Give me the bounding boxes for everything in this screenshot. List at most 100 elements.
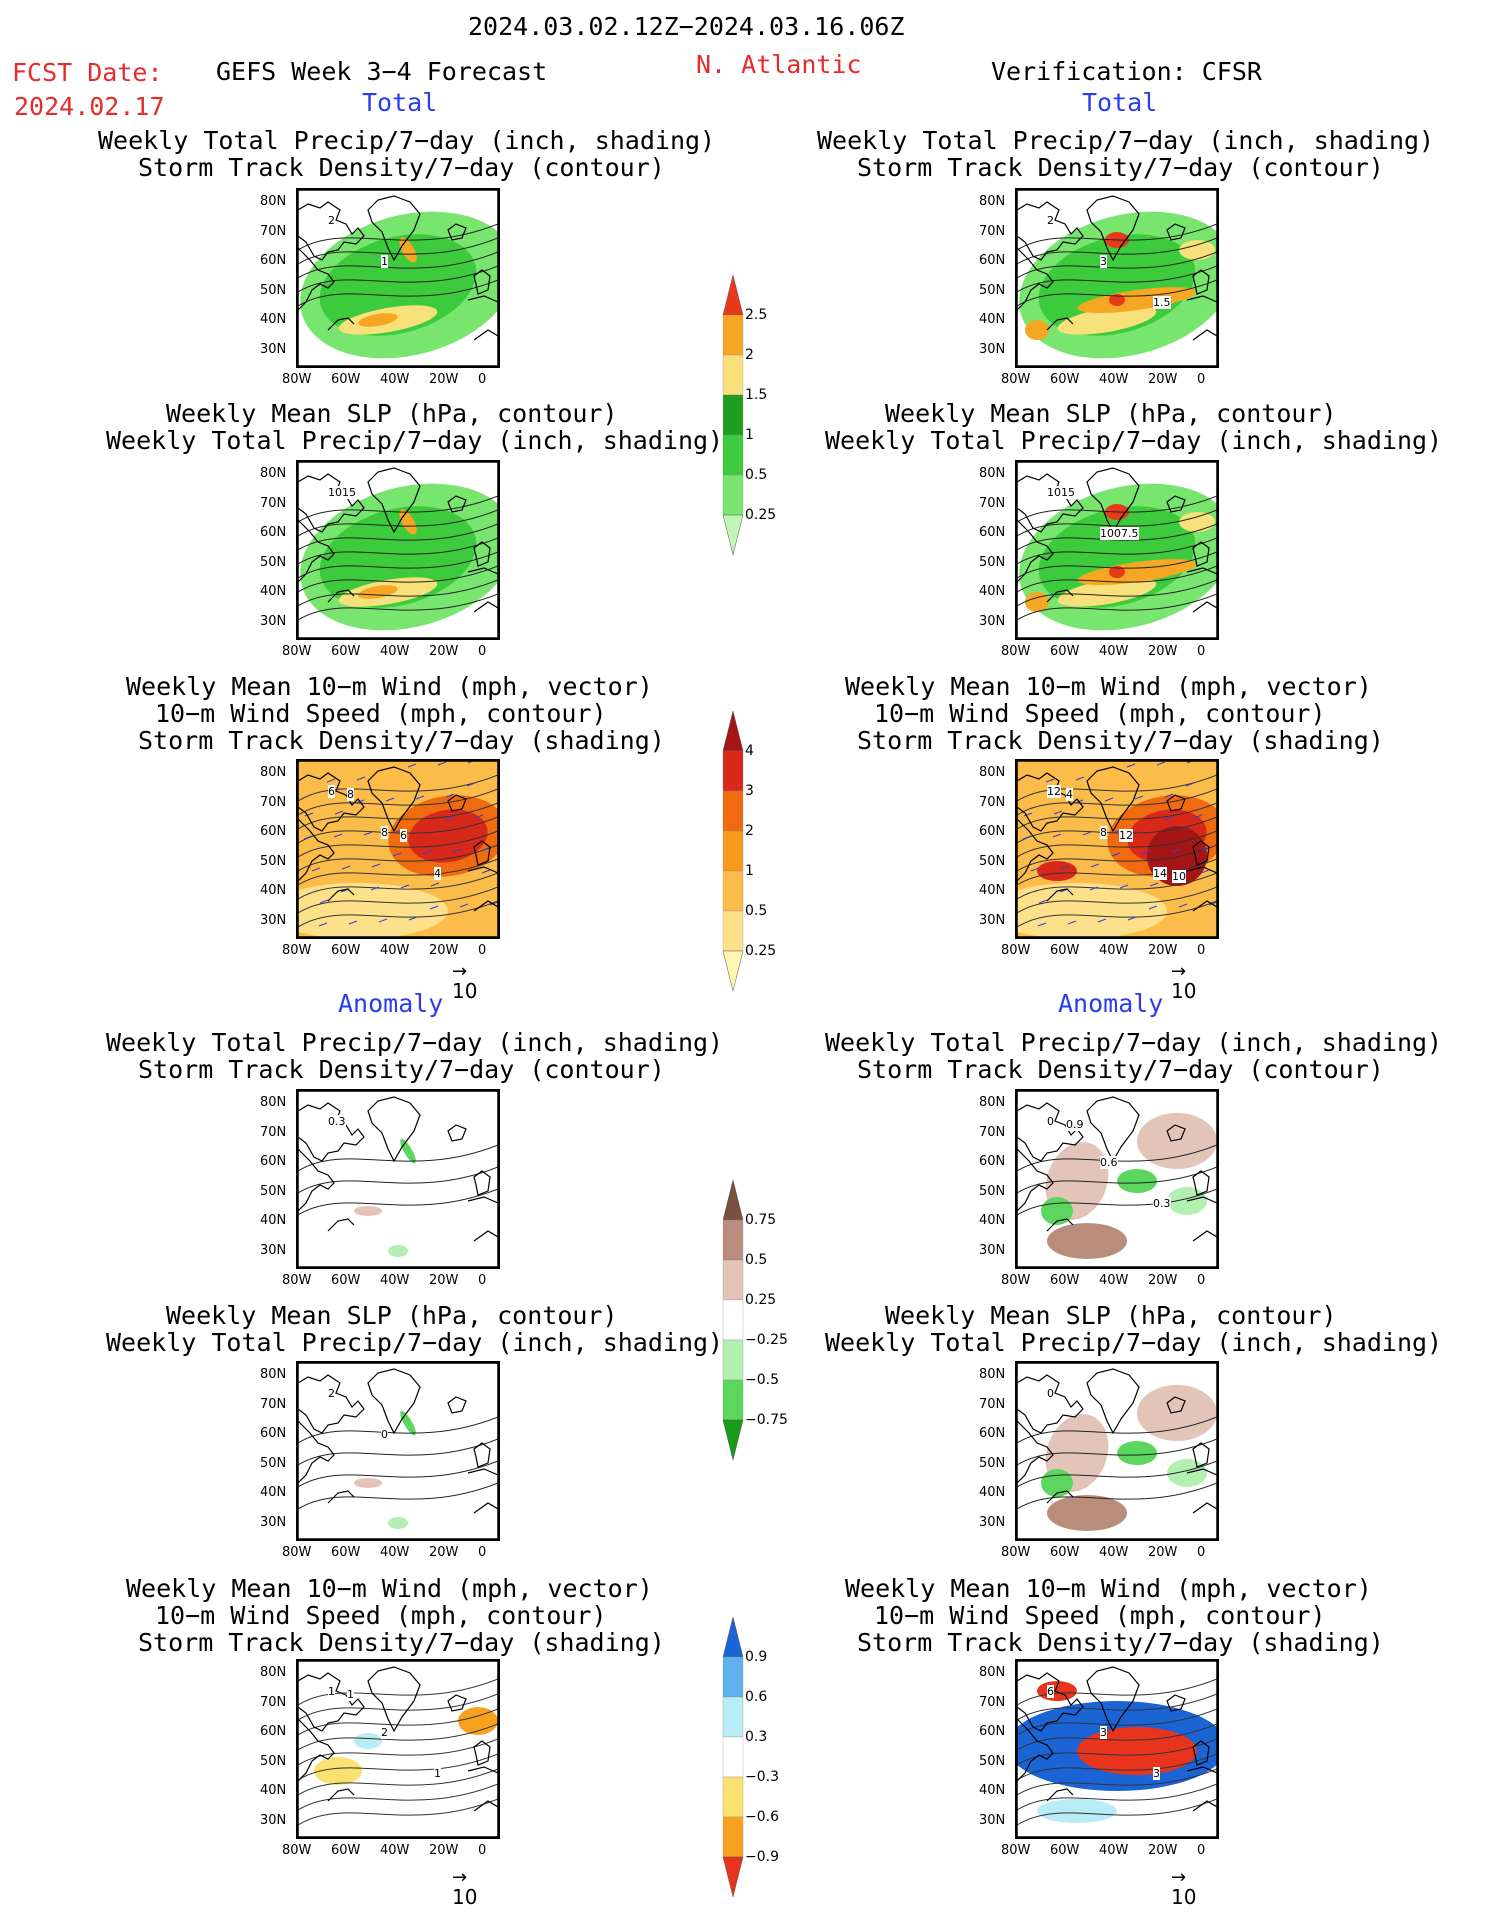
lat-tick-label: 40N (260, 1485, 287, 1500)
lat-tick-label: 70N (979, 1124, 1006, 1140)
vector-reference: → 10 (1171, 961, 1196, 1004)
lat-tick-label: 60N (260, 824, 287, 839)
contour-line (298, 1723, 498, 1751)
panel-title-l2b: Weekly Total Precip/7−day (inch, shading… (106, 426, 724, 455)
map-panel-r-1: 2 3 1.5 (1015, 188, 1219, 368)
map-panel-r-5: 0 (1015, 1361, 1219, 1541)
wind-vector (445, 793, 455, 798)
wind-vector (1089, 886, 1099, 891)
coastline (1017, 1148, 1054, 1212)
coastline (367, 1666, 421, 1733)
lat-tick-label: 60N (260, 1426, 287, 1441)
section-anomaly-right: Anomaly (1058, 989, 1164, 1018)
panel-title-r6b: 10−m Wind Speed (mph, contour) (874, 1601, 1326, 1630)
colorbar-segment (722, 950, 744, 992)
coastline (1192, 1502, 1217, 1514)
lat-tick-label: 40N (979, 1485, 1006, 1500)
colorbar-segment (722, 314, 744, 356)
lat-tick-label: 80N (979, 1665, 1006, 1680)
lon-tick-label: 80W (282, 372, 312, 387)
shading-region (1179, 512, 1215, 532)
wind-vector (378, 918, 388, 923)
contour-label: 12 (1119, 829, 1133, 842)
contour-line (1017, 1708, 1217, 1736)
wind-vector (1060, 865, 1070, 870)
panel-title-l3b: 10−m Wind Speed (mph, contour) (155, 699, 607, 728)
lon-tick-label: 20W (429, 644, 459, 659)
coastline (1046, 888, 1074, 902)
lon-tick-label: 0 (478, 372, 487, 387)
wind-vector (370, 886, 380, 891)
lat-tick-label: 70N (260, 1396, 287, 1412)
colorbar-segment (722, 830, 744, 872)
colorbar-tick-label: 0.5 (745, 467, 768, 483)
map-panel-l-4: 0.3 (296, 1089, 500, 1269)
coastline (473, 900, 498, 912)
lat-tick-label: 50N (260, 1183, 287, 1199)
arrow-icon: → (1171, 1867, 1187, 1888)
wind-vector (1163, 816, 1173, 821)
colorbar-segment (722, 870, 744, 912)
arrow-icon: → (1171, 961, 1187, 982)
coastline (1086, 766, 1140, 833)
map-plot (1017, 1661, 1217, 1837)
lat-tick-label: 30N (979, 1242, 1006, 1258)
contour-label: 3 (1153, 1767, 1160, 1780)
coastline (1166, 1396, 1186, 1414)
coastline (298, 519, 335, 583)
contour-line (1017, 1753, 1217, 1781)
lon-tick-label: 40W (380, 1545, 410, 1560)
map-panel-r-3: 12 8 14 4 12 10 (1015, 759, 1219, 939)
colorbar-tick-label: 2 (745, 823, 754, 839)
lat-tick-label: 30N (979, 341, 1006, 357)
coastline (367, 1368, 421, 1435)
contour-line (1017, 509, 1217, 537)
contour-line (1017, 579, 1217, 607)
colorbar-storm_total-wrap (713, 706, 753, 1000)
contour-line (298, 565, 498, 593)
contour-line (1017, 1166, 1217, 1194)
contour-label: 1 (434, 1767, 441, 1780)
wind-vector (1053, 810, 1063, 815)
coastline (1046, 1490, 1074, 1504)
lat-tick-label: 30N (260, 1514, 287, 1530)
lat-tick-label: 40N (260, 312, 287, 327)
lon-tick-label: 80W (1001, 943, 1031, 958)
coastline (1017, 1718, 1054, 1782)
region-label: N. Atlantic (696, 50, 862, 79)
colorbar-tick-label: −0.75 (745, 1412, 788, 1428)
wind-vector (1141, 850, 1151, 855)
panel-title-r1a: Weekly Total Precip/7−day (inch, shading… (817, 126, 1435, 155)
lon-tick-label: 0 (1197, 1545, 1206, 1560)
contour-line (298, 1460, 498, 1488)
contour-label: 6 (328, 785, 335, 798)
lat-tick-label: 50N (260, 1753, 287, 1769)
coastline (1046, 1218, 1074, 1232)
lon-tick-label: 40W (380, 1273, 410, 1288)
colorbar-tick-label: −0.3 (745, 1769, 779, 1785)
contour-line (1017, 1798, 1217, 1826)
contour-line (298, 830, 498, 858)
coastline (367, 1096, 421, 1163)
shading-region (1117, 1441, 1157, 1465)
coastline (327, 1218, 355, 1232)
lon-tick-label: 80W (282, 1273, 312, 1288)
vector-reference: → 10 (452, 1869, 477, 1910)
colorbar-tick-label: 0.75 (745, 1212, 777, 1228)
coastline (1017, 1374, 1084, 1434)
wind-vector (1082, 831, 1092, 836)
wind-vector (1156, 761, 1166, 766)
shading-region (1077, 1727, 1197, 1775)
vector-reference: → 10 (1171, 1867, 1196, 1910)
lon-tick-label: 60W (1050, 1545, 1080, 1560)
forecast-name: GEFS Week 3−4 Forecast (216, 57, 548, 86)
contour-line (1017, 279, 1217, 307)
colorbar-tick-label: 1 (745, 863, 754, 879)
panel-title-l4a: Weekly Total Precip/7−day (inch, shading… (106, 1028, 724, 1057)
coastline (327, 1788, 355, 1802)
colorbar-segment (722, 1696, 744, 1738)
panel-title-l6c: Storm Track Density/7−day (shading) (138, 1628, 665, 1657)
colorbar-tick-label: 0.6 (745, 1689, 768, 1705)
coastline (467, 1468, 498, 1476)
